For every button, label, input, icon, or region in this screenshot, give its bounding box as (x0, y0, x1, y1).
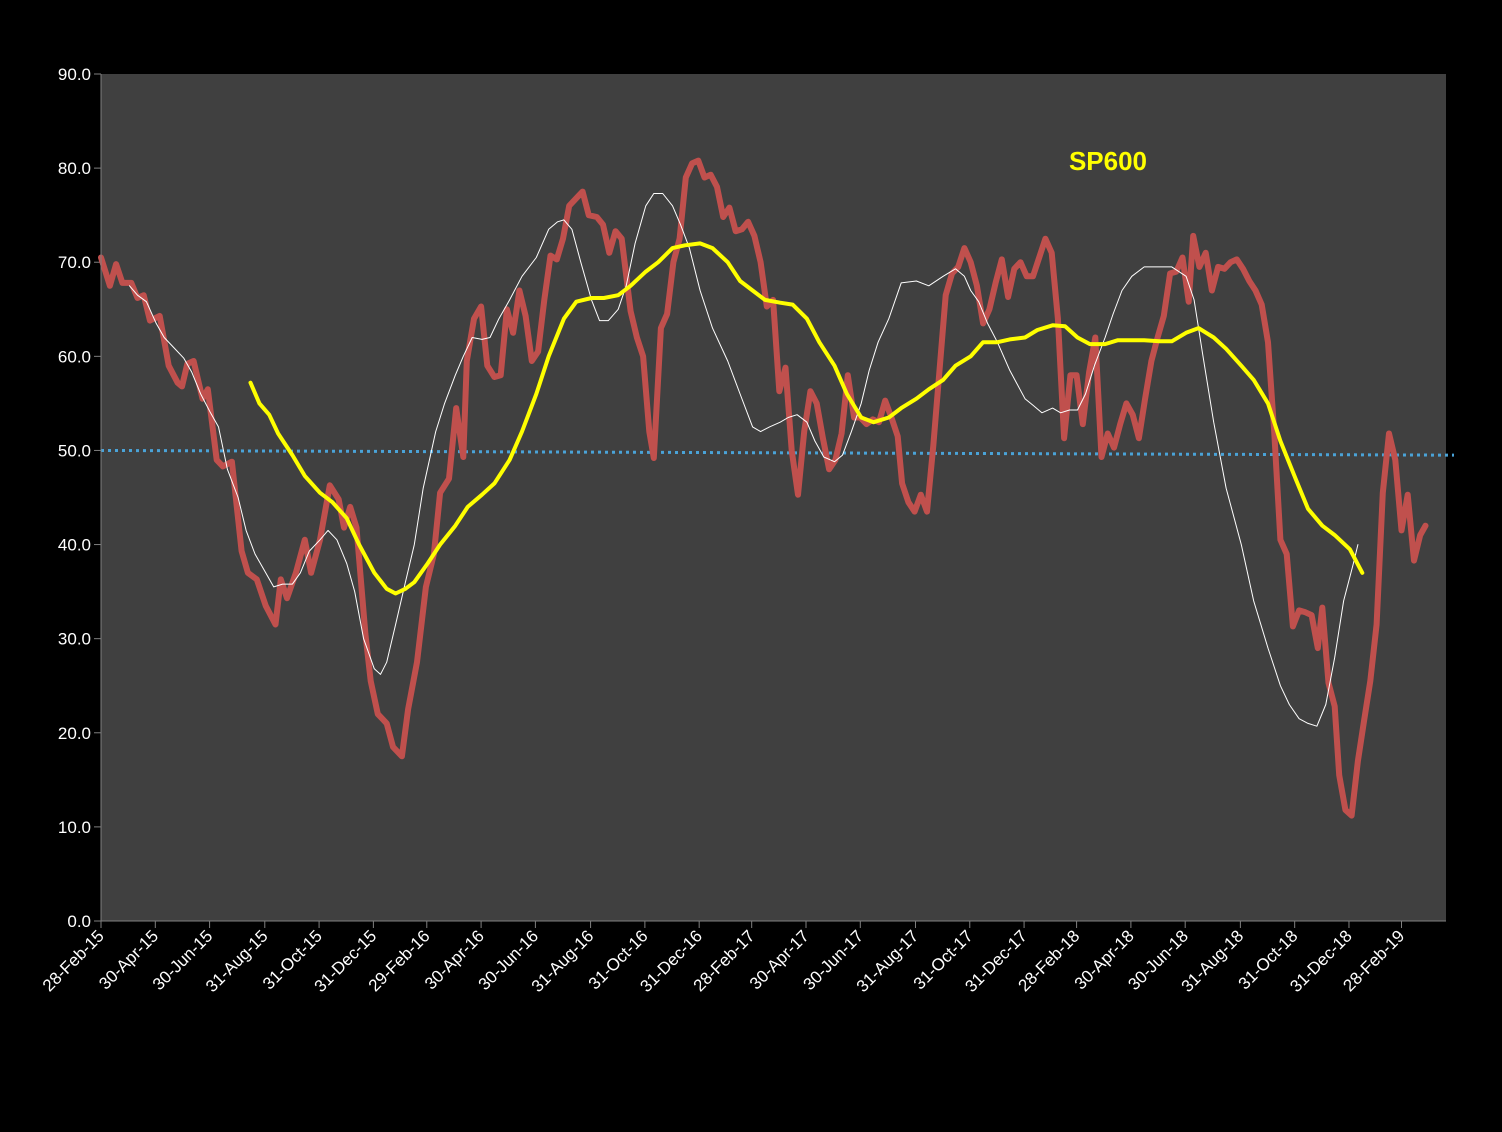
y-tick-label: 0.0 (67, 912, 91, 931)
reference-line-layer (100, 448, 1455, 457)
series-layer (98, 157, 1429, 819)
series-line-red (98, 157, 1429, 819)
series-line-yellow (248, 241, 1365, 596)
y-tick-label: 30.0 (58, 630, 91, 649)
series-line-white (129, 193, 1359, 727)
y-tick-label: 80.0 (58, 159, 91, 178)
y-tick-label: 10.0 (58, 818, 91, 837)
x-tick-label: 28-Feb-15 (39, 926, 108, 995)
chart-title: SP600 (1069, 146, 1147, 176)
y-tick-label: 50.0 (58, 441, 91, 460)
y-tick-label: 70.0 (58, 253, 91, 272)
y-tick-label: 20.0 (58, 724, 91, 743)
y-tick-label: 60.0 (58, 347, 91, 366)
y-axis-ticks: 0.0 10.0 20.0 30.0 40.0 50.0 60.0 70.0 80.0 90.0 (58, 65, 101, 931)
reference-line-50 (100, 448, 1455, 457)
plot-area (101, 74, 1446, 921)
y-tick-label: 90.0 (58, 65, 91, 84)
x-axis-ticks: 28-Feb-1530-Apr-1530-Jun-1531-Aug-1531-O… (39, 921, 1408, 996)
y-tick-label: 40.0 (58, 536, 91, 555)
